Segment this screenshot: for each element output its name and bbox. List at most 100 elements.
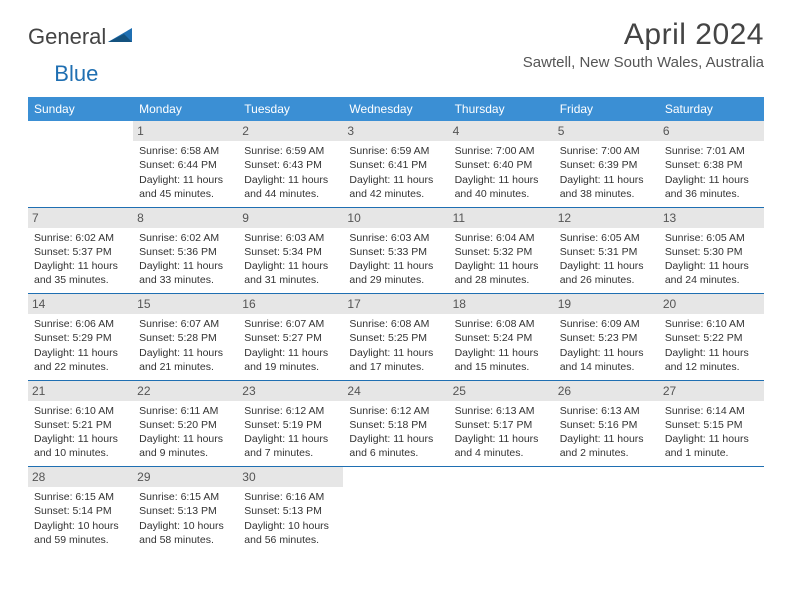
calendar-day-cell: 15 Sunrise: 6:07 AMSunset: 5:28 PMDayligh…	[133, 294, 238, 380]
calendar-day-cell: 27 Sunrise: 6:14 AMSunset: 5:15 PMDayligh…	[659, 381, 764, 467]
calendar-day-cell: 17Sunrise: 6:08 AMSunset: 5:25 PMDayligh…	[343, 294, 448, 380]
day-number: 25	[449, 381, 554, 401]
calendar-day-cell	[659, 467, 764, 553]
calendar-week: 14 Sunrise: 6:06 AMSunset: 5:29 PMDayligh…	[28, 294, 764, 380]
calendar-body: 1 Sunrise: 6:58 AMSunset: 6:44 PMDaylight…	[28, 121, 764, 553]
day-info: Sunrise: 6:04 AMSunset: 5:32 PMDaylight:…	[455, 231, 548, 288]
calendar-day-cell: 25Sunrise: 6:13 AMSunset: 5:17 PMDayligh…	[449, 381, 554, 467]
title-block: April 2024 Sawtell, New South Wales, Aus…	[523, 18, 764, 71]
day-number: 2	[238, 121, 343, 141]
day-number: 14	[28, 294, 133, 314]
day-number: 6	[659, 121, 764, 141]
logo: General	[28, 18, 134, 50]
day-number: 28	[28, 467, 133, 487]
weekday-header: Monday	[133, 97, 238, 121]
day-info: Sunrise: 6:07 AMSunset: 5:27 PMDaylight:…	[244, 317, 337, 374]
calendar-day-cell: 13Sunrise: 6:05 AMSunset: 5:30 PMDayligh…	[659, 208, 764, 294]
day-info: Sunrise: 6:03 AMSunset: 5:33 PMDaylight:…	[349, 231, 442, 288]
weekday-header: Sunday	[28, 97, 133, 121]
day-info: Sunrise: 6:59 AMSunset: 6:41 PMDaylight:…	[349, 144, 442, 201]
day-number: 18	[449, 294, 554, 314]
calendar-week: 1 Sunrise: 6:58 AMSunset: 6:44 PMDaylight…	[28, 121, 764, 207]
day-number: 5	[554, 121, 659, 141]
calendar-day-cell: 23 Sunrise: 6:12 AMSunset: 5:19 PMDayligh…	[238, 381, 343, 467]
calendar-day-cell: 3 Sunrise: 6:59 AMSunset: 6:41 PMDaylight…	[343, 121, 448, 207]
calendar-week: 21Sunrise: 6:10 AMSunset: 5:21 PMDayligh…	[28, 381, 764, 467]
calendar-day-cell: 26Sunrise: 6:13 AMSunset: 5:16 PMDayligh…	[554, 381, 659, 467]
calendar-day-cell: 10 Sunrise: 6:03 AMSunset: 5:33 PMDayligh…	[343, 208, 448, 294]
day-info: Sunrise: 6:14 AMSunset: 5:15 PMDaylight:…	[665, 404, 758, 461]
day-info: Sunrise: 6:58 AMSunset: 6:44 PMDaylight:…	[139, 144, 232, 201]
day-number: 15	[133, 294, 238, 314]
day-number: 19	[554, 294, 659, 314]
calendar-day-cell: 16 Sunrise: 6:07 AMSunset: 5:27 PMDayligh…	[238, 294, 343, 380]
calendar-table: SundayMondayTuesdayWednesdayThursdayFrid…	[28, 97, 764, 553]
calendar-day-cell: 20 Sunrise: 6:10 AMSunset: 5:22 PMDayligh…	[659, 294, 764, 380]
day-info: Sunrise: 6:05 AMSunset: 5:31 PMDaylight:…	[560, 231, 653, 288]
day-number: 9	[238, 208, 343, 228]
calendar-day-cell: 11 Sunrise: 6:04 AMSunset: 5:32 PMDayligh…	[449, 208, 554, 294]
calendar-day-cell	[343, 467, 448, 553]
day-number: 13	[659, 208, 764, 228]
calendar-day-cell: 29 Sunrise: 6:15 AMSunset: 5:13 PMDayligh…	[133, 467, 238, 553]
calendar-day-cell: 28Sunrise: 6:15 AMSunset: 5:14 PMDayligh…	[28, 467, 133, 553]
day-info: Sunrise: 6:11 AMSunset: 5:20 PMDaylight:…	[139, 404, 232, 461]
day-number: 27	[659, 381, 764, 401]
calendar-day-cell: 4 Sunrise: 7:00 AMSunset: 6:40 PMDaylight…	[449, 121, 554, 207]
calendar-week: 28Sunrise: 6:15 AMSunset: 5:14 PMDayligh…	[28, 467, 764, 553]
day-info: Sunrise: 6:12 AMSunset: 5:19 PMDaylight:…	[244, 404, 337, 461]
day-number: 20	[659, 294, 764, 314]
day-number: 29	[133, 467, 238, 487]
calendar-page: General April 2024 Sawtell, New South Wa…	[0, 0, 792, 563]
day-info: Sunrise: 7:01 AMSunset: 6:38 PMDaylight:…	[665, 144, 758, 201]
weekday-header: Wednesday	[343, 97, 448, 121]
calendar-day-cell: 7Sunrise: 6:02 AMSunset: 5:37 PMDaylight…	[28, 208, 133, 294]
weekday-header: Thursday	[449, 97, 554, 121]
calendar-day-cell: 30 Sunrise: 6:16 AMSunset: 5:13 PMDayligh…	[238, 467, 343, 553]
day-number: 10	[343, 208, 448, 228]
day-info: Sunrise: 6:15 AMSunset: 5:13 PMDaylight:…	[139, 490, 232, 547]
day-info: Sunrise: 6:03 AMSunset: 5:34 PMDaylight:…	[244, 231, 337, 288]
day-info: Sunrise: 7:00 AMSunset: 6:39 PMDaylight:…	[560, 144, 653, 201]
calendar-day-cell	[449, 467, 554, 553]
calendar-day-cell: 22 Sunrise: 6:11 AMSunset: 5:20 PMDayligh…	[133, 381, 238, 467]
calendar-day-cell: 18 Sunrise: 6:08 AMSunset: 5:24 PMDayligh…	[449, 294, 554, 380]
day-number: 11	[449, 208, 554, 228]
day-number: 22	[133, 381, 238, 401]
day-number: 24	[343, 381, 448, 401]
calendar-day-cell: 14 Sunrise: 6:06 AMSunset: 5:29 PMDayligh…	[28, 294, 133, 380]
calendar-day-cell: 5 Sunrise: 7:00 AMSunset: 6:39 PMDaylight…	[554, 121, 659, 207]
day-info: Sunrise: 6:12 AMSunset: 5:18 PMDaylight:…	[349, 404, 442, 461]
calendar-day-cell	[28, 121, 133, 207]
day-info: Sunrise: 6:10 AMSunset: 5:22 PMDaylight:…	[665, 317, 758, 374]
logo-text-1: General	[28, 24, 106, 50]
calendar-day-cell: 2 Sunrise: 6:59 AMSunset: 6:43 PMDaylight…	[238, 121, 343, 207]
day-number: 4	[449, 121, 554, 141]
calendar-day-cell: 8Sunrise: 6:02 AMSunset: 5:36 PMDaylight…	[133, 208, 238, 294]
page-title: April 2024	[523, 18, 764, 52]
day-info: Sunrise: 7:00 AMSunset: 6:40 PMDaylight:…	[455, 144, 548, 201]
calendar-day-cell: 21Sunrise: 6:10 AMSunset: 5:21 PMDayligh…	[28, 381, 133, 467]
day-info: Sunrise: 6:08 AMSunset: 5:25 PMDaylight:…	[349, 317, 442, 374]
day-info: Sunrise: 6:08 AMSunset: 5:24 PMDaylight:…	[455, 317, 548, 374]
calendar-header-row: SundayMondayTuesdayWednesdayThursdayFrid…	[28, 97, 764, 121]
day-info: Sunrise: 6:06 AMSunset: 5:29 PMDaylight:…	[34, 317, 127, 374]
day-number: 21	[28, 381, 133, 401]
day-info: Sunrise: 6:59 AMSunset: 6:43 PMDaylight:…	[244, 144, 337, 201]
day-number: 16	[238, 294, 343, 314]
day-info: Sunrise: 6:13 AMSunset: 5:16 PMDaylight:…	[560, 404, 653, 461]
day-info: Sunrise: 6:07 AMSunset: 5:28 PMDaylight:…	[139, 317, 232, 374]
day-number: 30	[238, 467, 343, 487]
calendar-week: 7Sunrise: 6:02 AMSunset: 5:37 PMDaylight…	[28, 208, 764, 294]
logo-triangle-icon	[108, 24, 134, 50]
day-info: Sunrise: 6:02 AMSunset: 5:36 PMDaylight:…	[139, 231, 232, 288]
day-number: 1	[133, 121, 238, 141]
calendar-day-cell: 19Sunrise: 6:09 AMSunset: 5:23 PMDayligh…	[554, 294, 659, 380]
calendar-day-cell: 12 Sunrise: 6:05 AMSunset: 5:31 PMDayligh…	[554, 208, 659, 294]
calendar-day-cell: 1 Sunrise: 6:58 AMSunset: 6:44 PMDaylight…	[133, 121, 238, 207]
day-number: 3	[343, 121, 448, 141]
day-number: 23	[238, 381, 343, 401]
calendar-day-cell: 24 Sunrise: 6:12 AMSunset: 5:18 PMDayligh…	[343, 381, 448, 467]
day-number: 12	[554, 208, 659, 228]
day-info: Sunrise: 6:16 AMSunset: 5:13 PMDaylight:…	[244, 490, 337, 547]
